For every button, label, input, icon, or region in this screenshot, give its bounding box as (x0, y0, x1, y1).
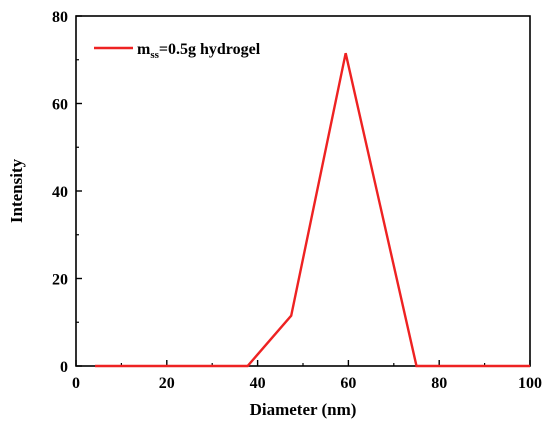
x-tick-label-3: 60 (340, 375, 356, 392)
legend-label-sub: ss (150, 49, 159, 61)
x-tick-label-0: 0 (72, 375, 80, 392)
y-tick-label-1: 20 (52, 272, 68, 289)
legend-label-rest: =0.5g hydrogel (159, 41, 261, 58)
x-axis-title: Diameter (nm) (250, 400, 357, 419)
legend-label: mss=0.5g hydrogel (137, 41, 261, 61)
x-tick-label-5: 100 (518, 375, 542, 392)
axis-ticks (75, 15, 531, 367)
x-tick-label-1: 20 (159, 375, 175, 392)
series-line-0 (95, 52, 530, 368)
y-tick-label-4: 80 (52, 9, 68, 26)
x-tick-label-4: 80 (431, 375, 447, 392)
plot-frame (75, 15, 531, 367)
axis-tick-labels: 0 20 40 60 80 100 0 20 40 60 80 (52, 9, 542, 392)
legend: mss=0.5g hydrogel (94, 41, 261, 61)
series-layer (95, 52, 530, 368)
y-tick-label-2: 40 (52, 184, 68, 201)
legend-label-main: m (137, 41, 151, 58)
y-tick-label-3: 60 (52, 97, 68, 114)
y-tick-label-0: 0 (60, 359, 68, 376)
x-tick-label-2: 40 (250, 375, 266, 392)
y-axis-title: Intensity (7, 158, 26, 223)
